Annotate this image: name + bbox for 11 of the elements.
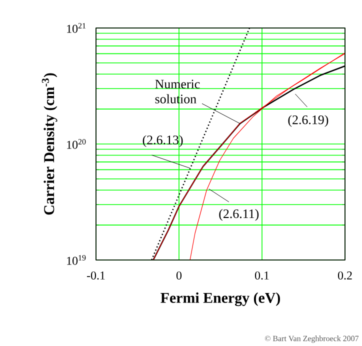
y-axis-title: Carrier Density (cm$^{-3}$) xyxy=(42,73,58,215)
x-tick-label: -0.1 xyxy=(86,271,105,280)
y-tick-label: 10$^{21}$ xyxy=(67,23,86,33)
annotation: (2.6.19) xyxy=(288,115,328,127)
y-tick-label: 10$^{19}$ xyxy=(67,255,86,265)
x-tick-label: 0.1 xyxy=(254,271,269,280)
x-axis-title: Fermi Energy (eV) xyxy=(160,292,280,306)
x-tick-label: 0 xyxy=(176,271,182,280)
annotation: (2.6.11) xyxy=(219,209,259,221)
y-tick-label: 10$^{20}$ xyxy=(67,139,86,149)
x-tick-label: 0.2 xyxy=(338,271,352,280)
